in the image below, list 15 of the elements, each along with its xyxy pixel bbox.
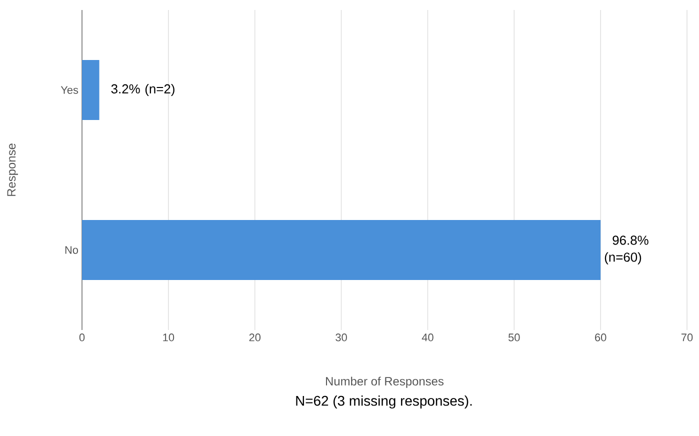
x-tick-label: 10 — [163, 334, 174, 342]
x-tick-label: 0 — [79, 334, 85, 342]
x-tick-label: 60 — [595, 334, 606, 342]
x-tick-label: 70 — [681, 334, 693, 342]
x-tick-label: 40 — [422, 334, 434, 342]
x-tick-label: 50 — [508, 334, 520, 342]
y-tick-label: No — [65, 246, 78, 254]
y-axis-title: Response — [7, 144, 18, 196]
y-tick-label: Yes — [60, 86, 78, 94]
x-axis-title: Number of Responses — [326, 376, 444, 388]
data-label: 96.8% (n=60) — [604, 236, 648, 264]
data-label: 3.2% (n=2) — [111, 84, 174, 96]
x-tick-label: 30 — [336, 334, 347, 342]
x-tick-label: 20 — [249, 334, 261, 342]
text: N=62 (3 missing responses). — [296, 396, 472, 409]
